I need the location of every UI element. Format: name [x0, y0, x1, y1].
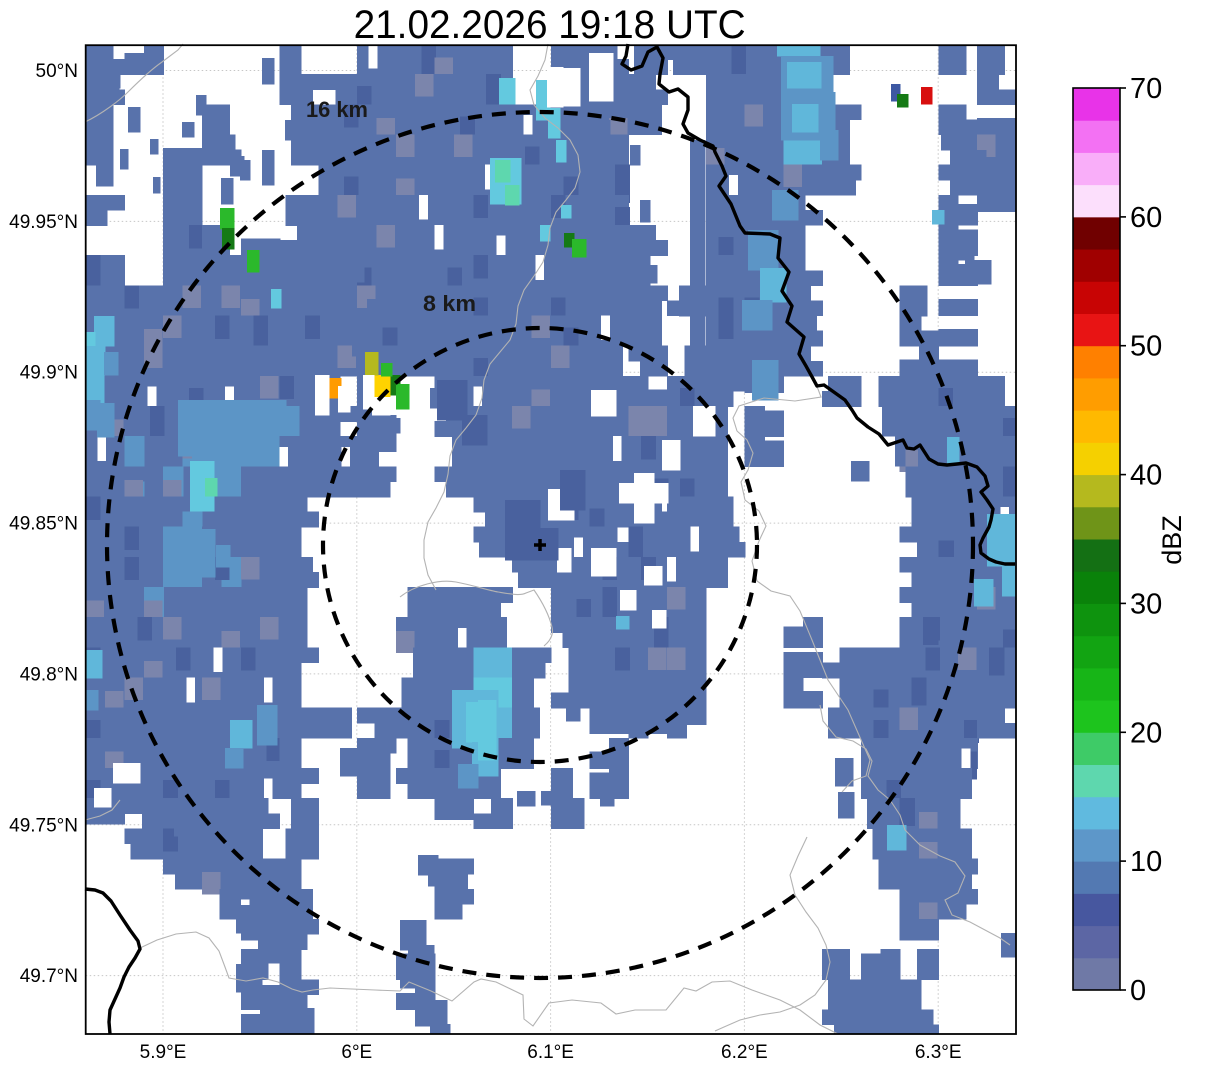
svg-text:50: 50 — [1130, 331, 1162, 363]
svg-text:21.02.2026 19:18 UTC: 21.02.2026 19:18 UTC — [354, 3, 746, 47]
svg-text:40: 40 — [1130, 460, 1162, 492]
svg-text:6.2°E: 6.2°E — [721, 1042, 768, 1063]
svg-text:20: 20 — [1130, 717, 1162, 749]
svg-text:49.8°N: 49.8°N — [20, 664, 78, 685]
svg-text:49.7°N: 49.7°N — [20, 966, 78, 987]
svg-text:49.85°N: 49.85°N — [9, 514, 78, 535]
svg-text:10: 10 — [1130, 846, 1162, 878]
svg-text:5.9°E: 5.9°E — [140, 1042, 187, 1063]
svg-text:49.95°N: 49.95°N — [9, 212, 78, 233]
svg-text:49.75°N: 49.75°N — [9, 815, 78, 836]
svg-text:6.1°E: 6.1°E — [527, 1042, 574, 1063]
svg-text:0: 0 — [1130, 975, 1146, 1007]
svg-text:50°N: 50°N — [36, 61, 78, 82]
svg-text:70: 70 — [1130, 73, 1162, 105]
svg-text:16 km: 16 km — [306, 97, 368, 122]
svg-text:dBZ: dBZ — [1157, 515, 1187, 565]
svg-text:30: 30 — [1130, 588, 1162, 620]
svg-text:6°E: 6°E — [341, 1042, 372, 1063]
svg-text:49.9°N: 49.9°N — [20, 363, 78, 384]
svg-text:6.3°E: 6.3°E — [915, 1042, 962, 1063]
svg-text:8 km: 8 km — [423, 291, 476, 316]
svg-text:60: 60 — [1130, 202, 1162, 234]
